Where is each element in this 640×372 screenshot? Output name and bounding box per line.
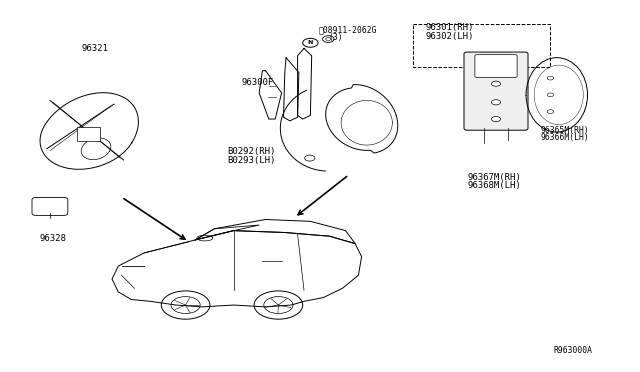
Text: (3): (3) <box>328 33 343 42</box>
FancyBboxPatch shape <box>464 52 528 130</box>
Circle shape <box>254 291 303 319</box>
Text: 96365M(RH): 96365M(RH) <box>541 126 589 135</box>
Text: B0293(LH): B0293(LH) <box>227 156 276 165</box>
Circle shape <box>492 116 500 122</box>
Text: 96300F: 96300F <box>242 78 274 87</box>
Text: ⓝ08911-2062G: ⓝ08911-2062G <box>318 25 376 34</box>
Circle shape <box>492 81 500 86</box>
Text: R963000A: R963000A <box>554 346 593 355</box>
Text: 96367M(RH): 96367M(RH) <box>467 173 521 182</box>
Text: 96366M(LH): 96366M(LH) <box>541 133 589 142</box>
Circle shape <box>161 291 210 319</box>
Text: 96302(LH): 96302(LH) <box>426 32 474 41</box>
Bar <box>413 24 550 67</box>
Text: B0292(RH): B0292(RH) <box>227 147 276 156</box>
FancyBboxPatch shape <box>475 55 517 77</box>
Circle shape <box>492 100 500 105</box>
Text: 96321: 96321 <box>81 44 108 53</box>
FancyBboxPatch shape <box>77 127 100 141</box>
Text: 96301(RH): 96301(RH) <box>426 23 474 32</box>
Text: N: N <box>308 40 313 45</box>
Text: 96328: 96328 <box>39 234 66 243</box>
Text: 96368M(LH): 96368M(LH) <box>467 181 521 190</box>
